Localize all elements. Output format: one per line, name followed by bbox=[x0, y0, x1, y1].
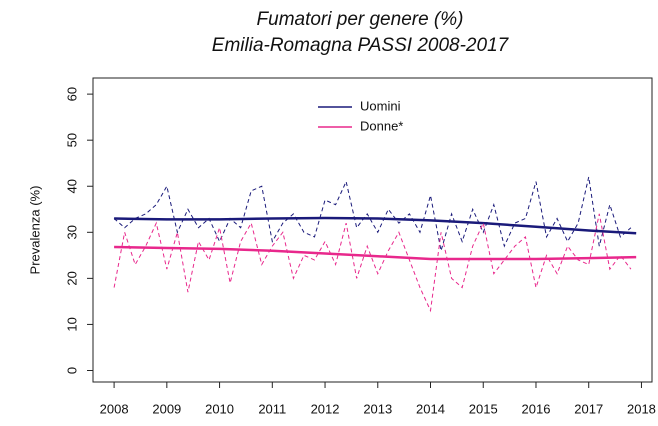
x-tick-label: 2011 bbox=[258, 401, 286, 416]
y-tick-label: 0 bbox=[64, 367, 79, 374]
chart-subtitle: Emilia-Romagna PASSI 2008-2017 bbox=[212, 35, 510, 56]
y-tick-label: 60 bbox=[64, 87, 79, 101]
raw-line bbox=[113, 176, 632, 251]
legend-label: Donne* bbox=[360, 118, 403, 133]
x-tick-label: 2016 bbox=[522, 401, 551, 416]
y-axis-label: Prevalenza (%) bbox=[27, 186, 42, 275]
y-tick-label: 40 bbox=[64, 179, 79, 193]
raw-line bbox=[113, 213, 632, 313]
x-tick-label: 2009 bbox=[152, 401, 181, 416]
y-tick-label: 10 bbox=[64, 317, 79, 331]
y-tick-label: 50 bbox=[64, 133, 79, 147]
legend-label: Uomini bbox=[360, 98, 401, 113]
chart-title: Fumatori per genere (%) bbox=[257, 9, 464, 30]
y-tick-label: 30 bbox=[64, 225, 79, 239]
x-tick-label: 2010 bbox=[205, 401, 234, 416]
x-tick-label: 2008 bbox=[100, 401, 129, 416]
x-tick-label: 2013 bbox=[363, 401, 392, 416]
x-tick-label: 2012 bbox=[311, 401, 340, 416]
trend-line bbox=[114, 216, 637, 235]
y-tick-label: 20 bbox=[64, 271, 79, 285]
trend-line bbox=[114, 245, 637, 261]
plot-frame bbox=[92, 77, 653, 383]
x-tick-label: 2015 bbox=[469, 401, 498, 416]
x-tick-label: 2017 bbox=[574, 401, 603, 416]
x-tick-label: 2014 bbox=[416, 401, 445, 416]
x-tick-label: 2018 bbox=[627, 401, 656, 416]
